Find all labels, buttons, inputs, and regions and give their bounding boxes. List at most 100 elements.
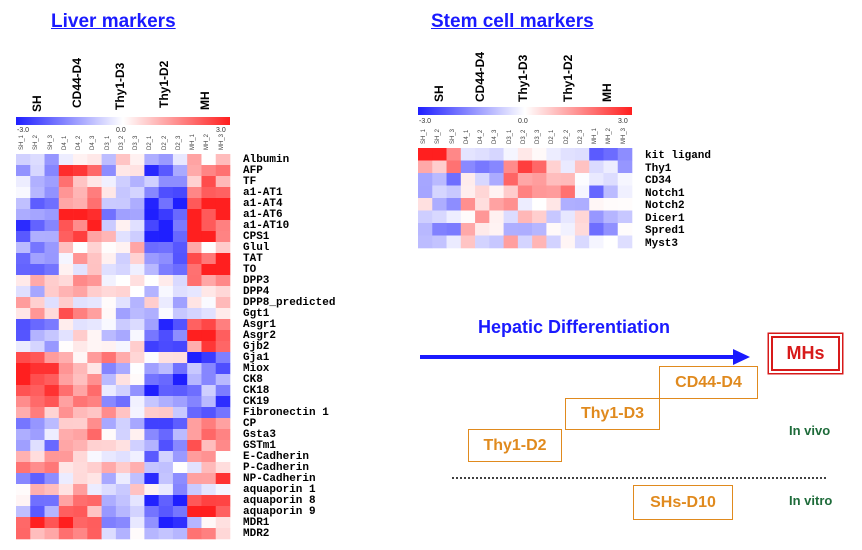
- heatmap-cell: [158, 374, 174, 386]
- heatmap-cell: [73, 484, 88, 496]
- heatmap-cell: [16, 440, 31, 452]
- heatmap-cell: [73, 396, 88, 408]
- heatmap-cell: [560, 235, 576, 249]
- heatmap-cell: [158, 517, 174, 529]
- heatmap-cell: [101, 462, 117, 474]
- heatmap-cell: [16, 330, 31, 342]
- heatmap-cell: [589, 173, 604, 186]
- gene-label: Fibronectin 1: [243, 407, 329, 419]
- heatmap-cell: [560, 198, 576, 211]
- heatmap-cell: [418, 223, 433, 236]
- gene-label: Gjb2: [243, 341, 270, 353]
- liver-markers-title: Liver markers: [51, 11, 176, 32]
- heatmap-cell: [30, 462, 45, 474]
- heatmap-cell: [201, 451, 217, 463]
- heatmap-cell: [158, 176, 174, 188]
- heatmap-cell: [187, 396, 202, 408]
- heatmap-cell: [58, 275, 74, 287]
- heatmap-cell: [101, 374, 117, 386]
- heatmap-cell: [158, 352, 174, 364]
- heatmap-cell: [589, 198, 604, 211]
- heatmap-cell: [30, 187, 45, 199]
- heatmap-cell: [460, 160, 476, 174]
- heatmap-cell: [115, 330, 131, 342]
- heatmap-cell: [30, 275, 45, 287]
- heatmap-cell: [187, 319, 202, 331]
- heatmap-cell: [58, 187, 74, 199]
- stem-scale-min: -3.0: [419, 118, 432, 125]
- heatmap-cell: [489, 235, 504, 249]
- heatmap-cell: [87, 429, 102, 441]
- heatmap-cell: [58, 374, 74, 386]
- heatmap-cell: [517, 160, 533, 174]
- heatmap-cell: [201, 495, 217, 507]
- heatmap-cell: [87, 275, 102, 287]
- gene-label: a1-AT1: [243, 187, 283, 199]
- heatmap-cell: [546, 210, 561, 224]
- heatmap-cell: [115, 385, 131, 397]
- heatmap-cell: [30, 198, 45, 210]
- heatmap-cell: [215, 352, 231, 364]
- heatmap-cell: [87, 297, 102, 309]
- heatmap-cell: [130, 319, 145, 331]
- heatmap-cell: [215, 506, 231, 518]
- heatmap-cell: [73, 451, 88, 463]
- heatmap-cell: [617, 235, 633, 249]
- mhs-box: MHs: [771, 336, 840, 371]
- heatmap-cell: [489, 198, 504, 211]
- heatmap-cell: [187, 209, 202, 221]
- heatmap-cell: [589, 235, 604, 249]
- heatmap-cell: [172, 407, 188, 419]
- heatmap-cell: [418, 210, 433, 224]
- heatmap-cell: [475, 160, 490, 174]
- gene-label: TAT: [243, 253, 263, 265]
- heatmap-cell: [187, 154, 202, 166]
- heatmap-cell: [115, 407, 131, 419]
- heatmap-cell: [101, 242, 117, 254]
- heatmap-cell: [475, 185, 490, 199]
- heatmap-cell: [144, 396, 159, 408]
- heatmap-cell: [87, 363, 102, 375]
- gene-label: DPP8_predicted: [243, 297, 336, 309]
- gene-label: Notch2: [645, 200, 685, 212]
- heatmap-cell: [215, 374, 231, 386]
- heatmap-cell: [30, 407, 45, 419]
- heatmap-cell: [446, 160, 462, 174]
- heatmap-cell: [115, 209, 131, 221]
- heatmap-cell: [58, 308, 74, 320]
- heatmap-cell: [215, 440, 231, 452]
- heatmap-cell: [617, 173, 633, 186]
- heatmap-cell: [101, 440, 117, 452]
- heatmap-cell: [187, 286, 202, 298]
- heatmap-cell: [44, 308, 60, 320]
- heatmap-cell: [58, 517, 74, 529]
- heatmap-cell: [172, 154, 188, 166]
- heatmap-cell: [215, 517, 231, 529]
- heatmap-cell: [16, 231, 31, 243]
- heatmap-cell: [158, 264, 174, 276]
- heatmap-cell: [158, 330, 174, 342]
- heatmap-cell: [215, 209, 231, 221]
- heatmap-cell: [215, 264, 231, 276]
- heatmap-cell: [101, 528, 117, 540]
- heatmap-cell: [475, 173, 490, 186]
- gene-label: Dicer1: [645, 212, 685, 225]
- heatmap-cell: [16, 308, 31, 320]
- heatmap-cell: [460, 173, 476, 186]
- heatmap-cell: [201, 363, 217, 375]
- gene-label: Ggt1: [243, 308, 270, 320]
- heatmap-cell: [144, 220, 159, 232]
- heatmap-cell: [144, 187, 159, 199]
- heatmap-cell: [144, 374, 159, 386]
- heatmap-cell: [101, 484, 117, 496]
- heatmap-cell: [115, 473, 131, 485]
- heatmap-cell: [532, 210, 547, 224]
- heatmap-cell: [58, 176, 74, 188]
- heatmap-cell: [215, 484, 231, 496]
- heatmap-cell: [532, 235, 547, 249]
- heatmap-cell: [172, 308, 188, 320]
- heatmap-cell: [172, 363, 188, 375]
- heatmap-cell: [73, 374, 88, 386]
- heatmap-cell: [172, 286, 188, 298]
- heatmap-cell: [418, 185, 433, 199]
